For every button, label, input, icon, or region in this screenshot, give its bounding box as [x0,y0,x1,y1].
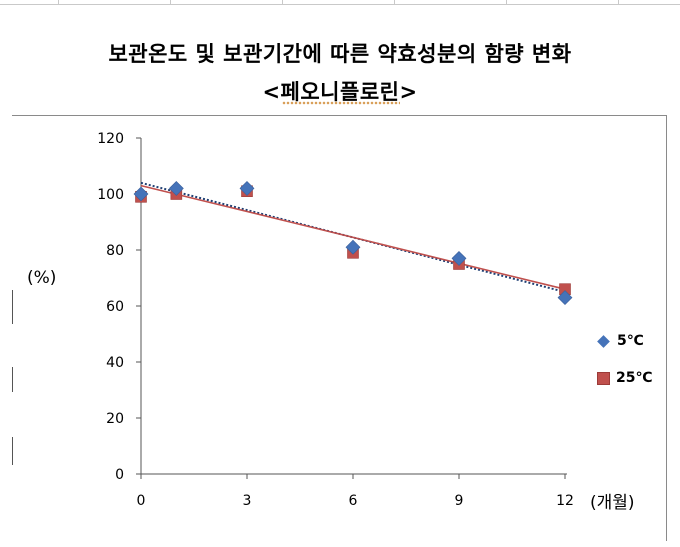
data-point-5c [239,180,255,196]
chart-area[interactable] [12,115,667,541]
y-tick-label: 80 [106,243,124,259]
grid-line [618,0,619,4]
chart-title: 보관온도 및 보관기간에 따른 약효성분의 함량 변화 [108,42,572,66]
x-tick-label: 3 [243,493,252,509]
legend-item-25c: 25℃ [597,370,652,386]
data-point-5c [451,250,467,266]
x-tick-label: 9 [455,493,464,509]
y-tick-label: 20 [106,411,124,427]
grid-line [506,0,507,4]
data-point-5c [345,239,361,255]
trendline-25c [140,184,566,290]
selection-edge-mark [12,437,13,465]
data-point-5c [133,186,149,202]
y-tick-label: 0 [115,467,124,483]
y-axis-label: (%) [27,268,57,288]
x-axis-label: (개월) [590,493,635,513]
x-tick-label: 0 [137,493,146,509]
x-tick-label: 12 [556,493,574,509]
spreadsheet-grid-edge [0,0,680,5]
legend-label: 5℃ [617,333,644,349]
y-tick-label: 40 [106,355,124,371]
grid-line [394,0,395,4]
y-tick-label: 60 [106,299,124,315]
grid-line [58,0,59,4]
grid-line [282,0,283,4]
data-point-5c [168,180,184,196]
spellcheck-underline [282,101,400,105]
selection-edge-mark [12,290,13,324]
y-tick-label: 100 [97,187,124,203]
diamond-marker-icon [597,334,610,348]
trendline-5c [140,181,566,293]
square-marker-icon [597,371,610,385]
selection-edge-mark [12,367,13,392]
x-tick-label: 6 [349,493,358,509]
grid-line [170,0,171,4]
chart-subtitle: <페오니플로린> [262,80,418,104]
y-tick-label: 120 [97,131,124,147]
legend-item-5c: 5℃ [597,333,644,349]
data-point-5c [557,290,573,306]
legend-label: 25℃ [616,370,653,386]
